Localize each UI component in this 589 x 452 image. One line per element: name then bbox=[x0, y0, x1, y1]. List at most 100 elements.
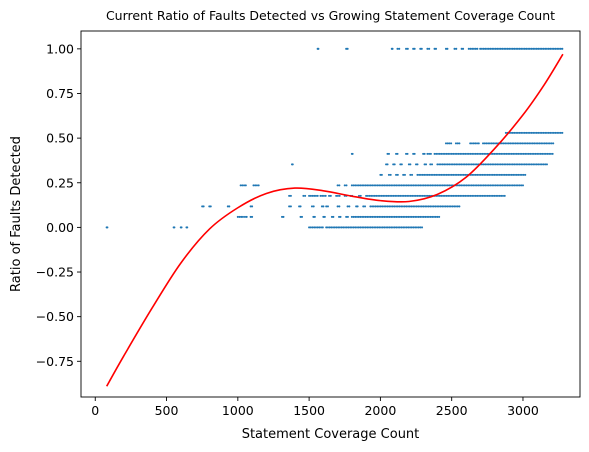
scatter-point bbox=[348, 205, 351, 208]
scatter-point bbox=[426, 194, 429, 197]
scatter-point bbox=[396, 205, 399, 208]
scatter-point bbox=[440, 194, 443, 197]
scatter-point bbox=[523, 163, 526, 166]
scatter-point bbox=[385, 184, 388, 187]
scatter-point bbox=[419, 184, 422, 187]
scatter-point bbox=[489, 184, 492, 187]
scatter-point bbox=[441, 205, 444, 208]
scatter-point bbox=[359, 226, 362, 229]
scatter-point bbox=[302, 194, 305, 197]
scatter-point bbox=[477, 184, 480, 187]
scatter-point bbox=[288, 205, 291, 208]
scatter-point bbox=[528, 142, 531, 145]
scatter-point bbox=[516, 163, 519, 166]
scatter-point bbox=[454, 152, 457, 155]
scatter-point bbox=[389, 205, 393, 208]
scatter-point bbox=[498, 173, 501, 176]
scatter-point bbox=[420, 47, 423, 50]
scatter-point bbox=[505, 173, 508, 176]
scatter-point bbox=[528, 163, 531, 166]
scatter-point bbox=[394, 194, 397, 197]
scatter-point bbox=[517, 152, 520, 155]
scatter-point bbox=[364, 215, 367, 218]
y-tick-label: −0.25 bbox=[36, 265, 74, 280]
scatter-point bbox=[519, 173, 522, 176]
scatter-point bbox=[471, 152, 474, 155]
scatter-point bbox=[494, 47, 497, 50]
scatter-point bbox=[407, 205, 410, 208]
scatter-point bbox=[521, 163, 525, 166]
y-tick-label: 0.25 bbox=[46, 175, 74, 190]
scatter-point bbox=[413, 47, 416, 50]
scatter-point bbox=[342, 226, 345, 229]
scatter-point bbox=[439, 184, 442, 187]
scatter-point bbox=[373, 215, 376, 218]
scatter-point bbox=[489, 194, 493, 197]
scatter-point bbox=[539, 152, 542, 155]
scatter-point bbox=[515, 173, 518, 176]
scatter-point bbox=[391, 47, 394, 50]
scatter-point bbox=[515, 131, 518, 134]
scatter-point bbox=[321, 194, 324, 197]
scatter-point bbox=[469, 152, 472, 155]
scatter-point bbox=[350, 226, 353, 229]
scatter-point bbox=[405, 215, 408, 218]
scatter-point bbox=[557, 131, 560, 134]
scatter-point bbox=[508, 152, 511, 155]
scatter-point bbox=[405, 226, 408, 229]
scatter-point bbox=[487, 163, 490, 166]
scatter-point bbox=[478, 152, 481, 155]
scatter-point bbox=[409, 173, 412, 176]
scatter-point bbox=[311, 226, 314, 229]
scatter-point bbox=[438, 163, 441, 166]
scatter-point bbox=[309, 194, 312, 197]
scatter-point bbox=[373, 184, 376, 187]
scatter-point bbox=[186, 226, 189, 229]
scatter-point bbox=[482, 142, 485, 145]
scatter-point bbox=[548, 152, 551, 155]
scatter-point bbox=[523, 142, 526, 145]
scatter-point bbox=[458, 184, 461, 187]
scatter-point bbox=[379, 226, 383, 229]
scatter-point bbox=[456, 142, 459, 145]
scatter-point bbox=[383, 215, 386, 218]
scatter-point bbox=[447, 194, 450, 197]
scatter-point bbox=[513, 173, 517, 176]
scatter-point bbox=[520, 131, 523, 134]
scatter-point bbox=[522, 173, 525, 176]
scatter-point bbox=[385, 215, 388, 218]
scatter-point bbox=[425, 205, 428, 208]
scatter-point bbox=[493, 152, 496, 155]
scatter-point bbox=[420, 215, 424, 218]
scatter-point bbox=[496, 184, 499, 187]
scatter-point bbox=[460, 184, 463, 187]
scatter-point bbox=[491, 47, 494, 50]
scatter-point bbox=[456, 163, 460, 166]
scatter-point bbox=[343, 226, 347, 229]
scatter-point bbox=[350, 215, 353, 218]
scatter-point bbox=[484, 163, 487, 166]
scatter-point bbox=[530, 163, 533, 166]
scatter-point bbox=[398, 47, 401, 50]
scatter-point bbox=[524, 152, 527, 155]
scatter-point bbox=[345, 215, 348, 218]
scatter-point bbox=[343, 184, 346, 187]
scatter-point bbox=[445, 194, 448, 197]
scatter-point bbox=[438, 194, 441, 197]
scatter-point bbox=[515, 47, 518, 50]
scatter-point bbox=[499, 163, 502, 166]
scatter-point bbox=[427, 205, 430, 208]
scatter-point bbox=[529, 142, 533, 145]
scatter-point bbox=[355, 226, 359, 229]
scatter-point bbox=[402, 226, 405, 229]
scatter-point bbox=[228, 205, 231, 208]
scatter-point bbox=[361, 226, 364, 229]
scatter-point bbox=[362, 226, 365, 229]
scatter-point bbox=[474, 173, 477, 176]
scatter-point bbox=[444, 163, 448, 166]
scatter-point bbox=[485, 142, 488, 145]
scatter-point bbox=[552, 142, 555, 145]
scatter-point bbox=[501, 152, 505, 155]
scatter-point bbox=[544, 131, 547, 134]
scatter-point bbox=[367, 184, 371, 187]
